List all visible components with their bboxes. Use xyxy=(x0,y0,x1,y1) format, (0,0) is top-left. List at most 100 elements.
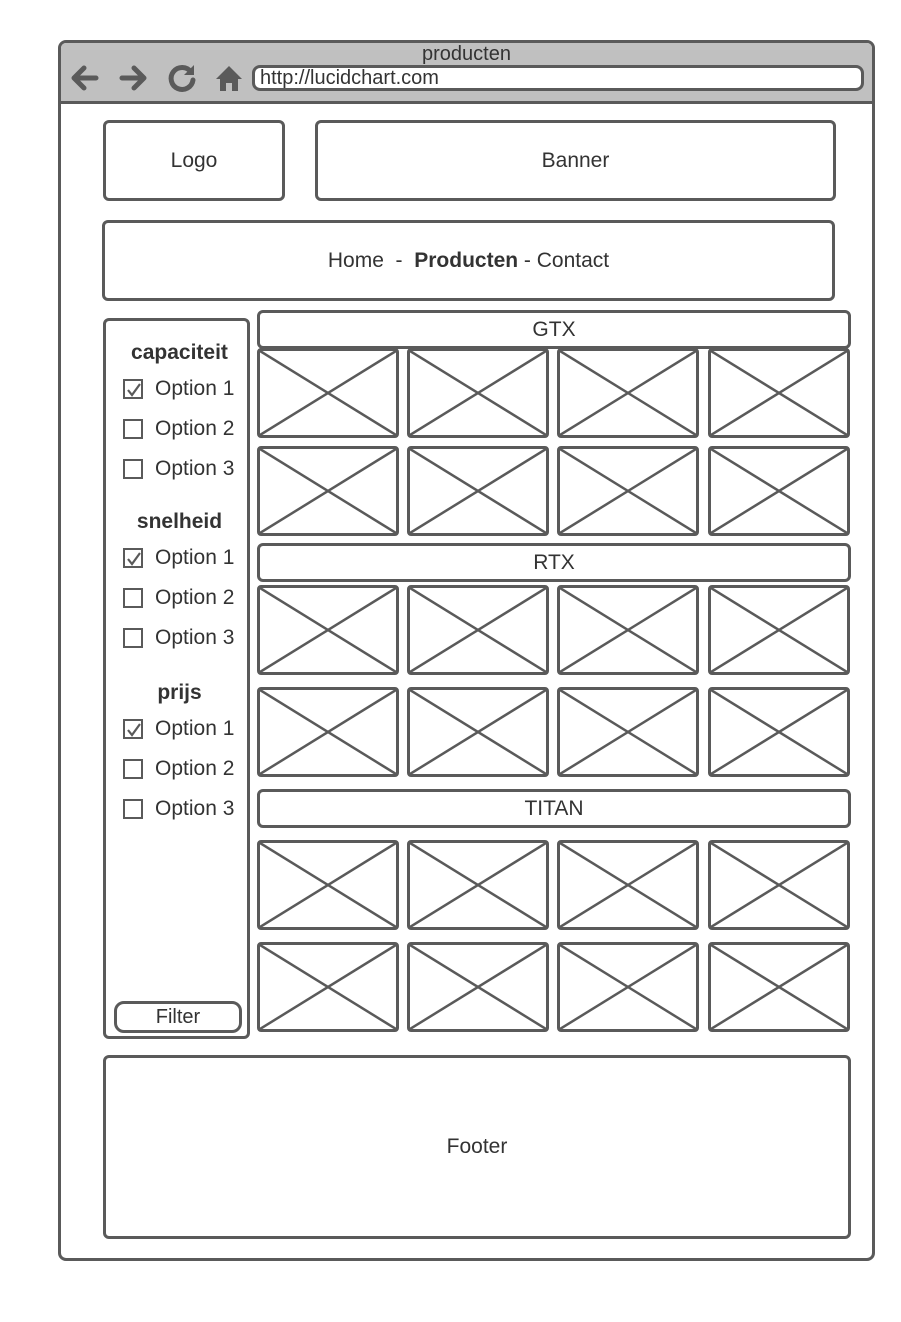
filter-option-label: Option 1 xyxy=(155,717,235,740)
product-image-placeholder[interactable] xyxy=(557,446,699,536)
product-image-placeholder[interactable] xyxy=(257,446,399,536)
filter-option-label: Option 2 xyxy=(155,586,235,609)
filter-option[interactable]: Option 1 xyxy=(123,716,234,742)
filter-option[interactable]: Option 3 xyxy=(123,796,234,822)
image-placeholder-icon xyxy=(410,351,546,435)
product-image-placeholder[interactable] xyxy=(407,840,549,930)
logo-label: Logo xyxy=(170,148,218,172)
filter-option[interactable]: Option 1 xyxy=(123,376,234,402)
home-icon[interactable] xyxy=(212,61,246,95)
checkmark-icon xyxy=(127,552,141,566)
product-image-placeholder[interactable] xyxy=(708,840,850,930)
checkmark-icon xyxy=(127,383,141,397)
filter-option[interactable]: Option 2 xyxy=(123,756,234,782)
filter-button[interactable]: Filter xyxy=(114,1001,242,1033)
filter-group-title: snelheid xyxy=(136,510,223,533)
image-placeholder-icon xyxy=(560,945,696,1029)
image-placeholder-icon xyxy=(410,843,546,927)
category-title: GTX xyxy=(532,317,576,341)
product-image-placeholder[interactable] xyxy=(557,348,699,438)
filter-option[interactable]: Option 3 xyxy=(123,456,234,482)
image-placeholder-icon xyxy=(260,945,396,1029)
product-image-placeholder[interactable] xyxy=(407,446,549,536)
filter-checkbox[interactable] xyxy=(123,628,143,648)
filter-option[interactable]: Option 1 xyxy=(123,545,234,571)
image-placeholder-icon xyxy=(711,588,847,672)
filter-option-label: Option 3 xyxy=(155,626,235,649)
nav-link-producten[interactable]: Producten xyxy=(414,248,519,272)
filter-checkbox[interactable] xyxy=(123,419,143,439)
image-placeholder-icon xyxy=(711,351,847,435)
logo: Logo xyxy=(103,120,285,201)
product-image-placeholder[interactable] xyxy=(257,840,399,930)
product-image-placeholder[interactable] xyxy=(407,348,549,438)
filter-checkbox[interactable] xyxy=(123,759,143,779)
image-placeholder-icon xyxy=(410,449,546,533)
nav-separator: - xyxy=(518,248,537,272)
checkmark-icon xyxy=(127,723,141,737)
filter-option[interactable]: Option 2 xyxy=(123,585,234,611)
category-header-rtx: RTX xyxy=(257,543,851,582)
product-image-placeholder[interactable] xyxy=(708,585,850,675)
image-placeholder-icon xyxy=(260,690,396,774)
footer: Footer xyxy=(103,1055,851,1239)
filter-option-label: Option 3 xyxy=(155,457,235,480)
image-placeholder-icon xyxy=(560,843,696,927)
nav-link-contact[interactable]: Contact xyxy=(536,248,610,272)
product-image-placeholder[interactable] xyxy=(557,840,699,930)
browser-titlebar: producten http://lucidchart.com xyxy=(61,43,872,104)
filter-checkbox[interactable] xyxy=(123,799,143,819)
image-placeholder-icon xyxy=(260,588,396,672)
product-image-placeholder[interactable] xyxy=(557,942,699,1032)
address-bar[interactable]: http://lucidchart.com xyxy=(252,65,864,91)
reload-icon[interactable] xyxy=(165,61,199,95)
image-placeholder-icon xyxy=(260,449,396,533)
product-image-placeholder[interactable] xyxy=(407,687,549,777)
product-image-placeholder[interactable] xyxy=(557,687,699,777)
category-header-titan: TITAN xyxy=(257,789,851,828)
image-placeholder-icon xyxy=(560,690,696,774)
main-navigation: Home - Producten - Contact xyxy=(102,220,835,301)
product-image-placeholder[interactable] xyxy=(708,687,850,777)
filter-checkbox[interactable] xyxy=(123,379,143,399)
product-image-placeholder[interactable] xyxy=(708,942,850,1032)
product-image-placeholder[interactable] xyxy=(257,942,399,1032)
image-placeholder-icon xyxy=(260,351,396,435)
image-placeholder-icon xyxy=(711,843,847,927)
filter-checkbox[interactable] xyxy=(123,588,143,608)
image-placeholder-icon xyxy=(560,588,696,672)
filter-option-label: Option 3 xyxy=(155,797,235,820)
category-title: RTX xyxy=(533,550,575,574)
image-placeholder-icon xyxy=(260,843,396,927)
filter-group-title: prijs xyxy=(157,681,202,704)
filter-option[interactable]: Option 2 xyxy=(123,416,234,442)
forward-arrow-icon[interactable] xyxy=(117,61,151,95)
image-placeholder-icon xyxy=(410,690,546,774)
product-image-placeholder[interactable] xyxy=(407,942,549,1032)
product-image-placeholder[interactable] xyxy=(257,348,399,438)
nav-link-home[interactable]: Home xyxy=(327,248,384,272)
filter-group-title: capaciteit xyxy=(131,341,228,364)
product-image-placeholder[interactable] xyxy=(257,585,399,675)
product-image-placeholder[interactable] xyxy=(257,687,399,777)
back-arrow-icon[interactable] xyxy=(67,61,101,95)
product-image-placeholder[interactable] xyxy=(708,446,850,536)
filter-option-label: Option 2 xyxy=(155,417,235,440)
image-placeholder-icon xyxy=(560,351,696,435)
product-image-placeholder[interactable] xyxy=(557,585,699,675)
filter-option-label: Option 2 xyxy=(155,757,235,780)
image-placeholder-icon xyxy=(410,588,546,672)
filter-option[interactable]: Option 3 xyxy=(123,625,234,651)
filter-checkbox[interactable] xyxy=(123,719,143,739)
image-placeholder-icon xyxy=(560,449,696,533)
filter-checkbox[interactable] xyxy=(123,459,143,479)
filter-option-label: Option 1 xyxy=(155,377,235,400)
product-image-placeholder[interactable] xyxy=(708,348,850,438)
nav-separator: - xyxy=(383,248,415,272)
filter-checkbox[interactable] xyxy=(123,548,143,568)
image-placeholder-icon xyxy=(410,945,546,1029)
product-image-placeholder[interactable] xyxy=(407,585,549,675)
category-title: TITAN xyxy=(524,796,584,820)
banner-label: Banner xyxy=(541,148,610,172)
image-placeholder-icon xyxy=(711,449,847,533)
